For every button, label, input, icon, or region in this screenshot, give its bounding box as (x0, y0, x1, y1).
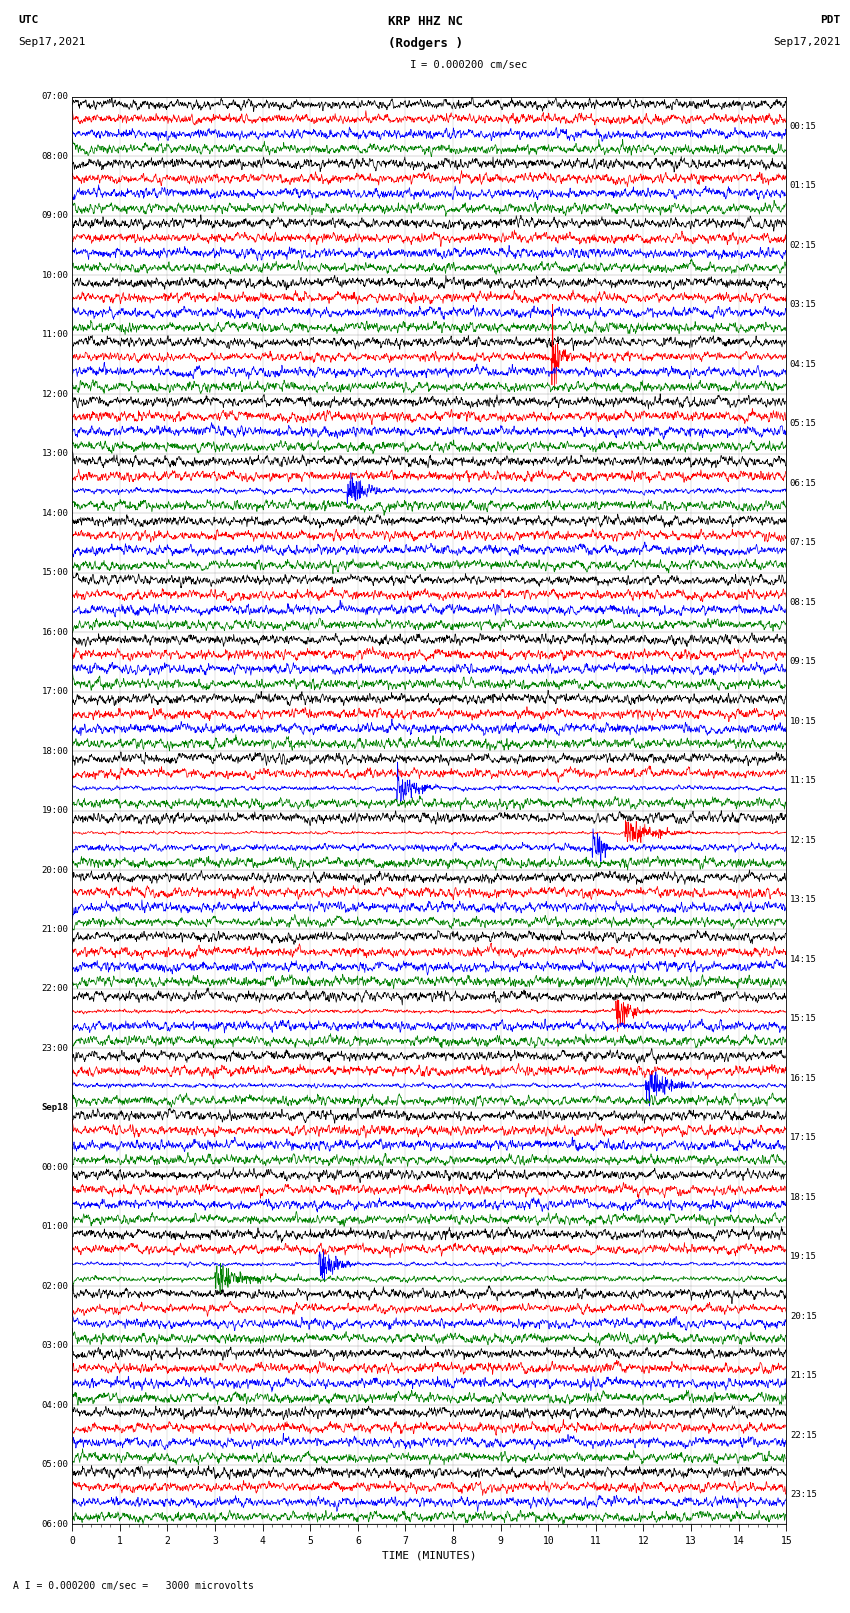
Text: A I = 0.000200 cm/sec =   3000 microvolts: A I = 0.000200 cm/sec = 3000 microvolts (13, 1581, 253, 1590)
Text: 16:15: 16:15 (790, 1074, 817, 1082)
Text: 21:00: 21:00 (42, 924, 69, 934)
Text: 18:15: 18:15 (790, 1192, 817, 1202)
Text: 03:15: 03:15 (790, 300, 817, 310)
Text: 10:00: 10:00 (42, 271, 69, 279)
X-axis label: TIME (MINUTES): TIME (MINUTES) (382, 1550, 477, 1560)
Text: 12:00: 12:00 (42, 390, 69, 398)
Text: 15:00: 15:00 (42, 568, 69, 577)
Text: 19:00: 19:00 (42, 806, 69, 815)
Text: 12:15: 12:15 (790, 836, 817, 845)
Text: Sep17,2021: Sep17,2021 (18, 37, 86, 47)
Text: 20:15: 20:15 (790, 1311, 817, 1321)
Text: 20:00: 20:00 (42, 866, 69, 874)
Text: 13:00: 13:00 (42, 448, 69, 458)
Text: 08:15: 08:15 (790, 598, 817, 606)
Text: 19:15: 19:15 (790, 1252, 817, 1261)
Text: 22:00: 22:00 (42, 984, 69, 994)
Text: = 0.000200 cm/sec: = 0.000200 cm/sec (421, 60, 527, 69)
Text: 03:00: 03:00 (42, 1342, 69, 1350)
Text: 02:15: 02:15 (790, 240, 817, 250)
Text: 00:00: 00:00 (42, 1163, 69, 1173)
Text: 05:00: 05:00 (42, 1460, 69, 1469)
Text: (Rodgers ): (Rodgers ) (388, 37, 462, 50)
Text: UTC: UTC (18, 15, 38, 24)
Text: 02:00: 02:00 (42, 1282, 69, 1290)
Text: Sep18: Sep18 (42, 1103, 69, 1113)
Text: 14:15: 14:15 (790, 955, 817, 963)
Text: 06:15: 06:15 (790, 479, 817, 487)
Text: 07:15: 07:15 (790, 539, 817, 547)
Text: 18:00: 18:00 (42, 747, 69, 755)
Text: 17:15: 17:15 (790, 1134, 817, 1142)
Text: 11:00: 11:00 (42, 331, 69, 339)
Text: 14:00: 14:00 (42, 508, 69, 518)
Text: 01:00: 01:00 (42, 1223, 69, 1231)
Text: 04:00: 04:00 (42, 1400, 69, 1410)
Text: I: I (410, 60, 416, 69)
Text: 11:15: 11:15 (790, 776, 817, 786)
Text: 00:15: 00:15 (790, 123, 817, 131)
Text: 07:00: 07:00 (42, 92, 69, 102)
Text: PDT: PDT (820, 15, 841, 24)
Text: 09:00: 09:00 (42, 211, 69, 221)
Text: 06:00: 06:00 (42, 1519, 69, 1529)
Text: 04:15: 04:15 (790, 360, 817, 369)
Text: 23:00: 23:00 (42, 1044, 69, 1053)
Text: 01:15: 01:15 (790, 182, 817, 190)
Text: Sep17,2021: Sep17,2021 (773, 37, 841, 47)
Text: 09:15: 09:15 (790, 658, 817, 666)
Text: 10:15: 10:15 (790, 716, 817, 726)
Text: KRP HHZ NC: KRP HHZ NC (388, 15, 462, 27)
Text: 21:15: 21:15 (790, 1371, 817, 1381)
Text: 16:00: 16:00 (42, 627, 69, 637)
Text: 23:15: 23:15 (790, 1490, 817, 1498)
Text: 08:00: 08:00 (42, 152, 69, 161)
Text: 17:00: 17:00 (42, 687, 69, 697)
Text: 05:15: 05:15 (790, 419, 817, 429)
Text: 22:15: 22:15 (790, 1431, 817, 1439)
Text: 15:15: 15:15 (790, 1015, 817, 1023)
Text: 13:15: 13:15 (790, 895, 817, 905)
